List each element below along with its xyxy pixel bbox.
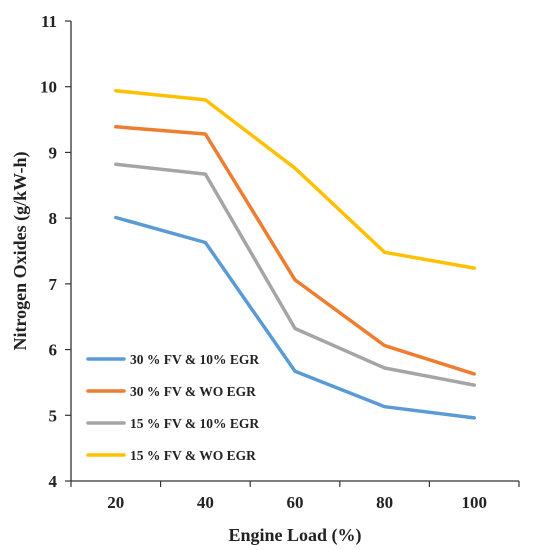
legend-label: 15 % FV & WO EGR — [130, 448, 256, 463]
series-line-2 — [114, 125, 476, 376]
series-lines — [114, 88, 476, 420]
series-line-4 — [114, 88, 476, 270]
y-tick-label: 5 — [49, 406, 58, 425]
x-tick-label: 20 — [107, 493, 124, 512]
legend: 30 % FV & 10% EGR 30 % FV & WO EGR 15 % FV… — [86, 352, 259, 463]
y-tick-label: 6 — [49, 341, 58, 360]
y-axis-title: Nitrogen Oxides (g/kW-h) — [10, 151, 31, 350]
legend-item: 15 % FV & WO EGR — [86, 448, 256, 463]
y-tick-label: 8 — [49, 209, 58, 228]
legend-label: 30 % FV & WO EGR — [130, 384, 256, 399]
legend-item: 30 % FV & WO EGR — [86, 384, 256, 399]
y-tick-label: 7 — [49, 275, 58, 294]
y-tick-label: 9 — [49, 143, 58, 162]
legend-item: 15 % FV & 10% EGR — [86, 416, 259, 431]
y-tick-label: 11 — [41, 12, 57, 31]
x-axis-title: Engine Load (%) — [228, 525, 361, 546]
legend-label: 15 % FV & 10% EGR — [130, 416, 259, 431]
series-line-1 — [114, 215, 476, 420]
x-tick-label: 100 — [461, 493, 487, 512]
x-tick-label: 80 — [376, 493, 393, 512]
x-tick-label: 60 — [287, 493, 304, 512]
y-tick-label: 4 — [49, 472, 58, 491]
x-tick-label: 40 — [197, 493, 214, 512]
axes: 4 5 6 7 8 9 10 11 20 40 60 80 100 — [40, 12, 520, 512]
y-tick-label: 10 — [40, 78, 57, 97]
legend-label: 30 % FV & 10% EGR — [130, 352, 259, 367]
series-line-3 — [114, 162, 476, 387]
legend-item: 30 % FV & 10% EGR — [86, 352, 259, 367]
